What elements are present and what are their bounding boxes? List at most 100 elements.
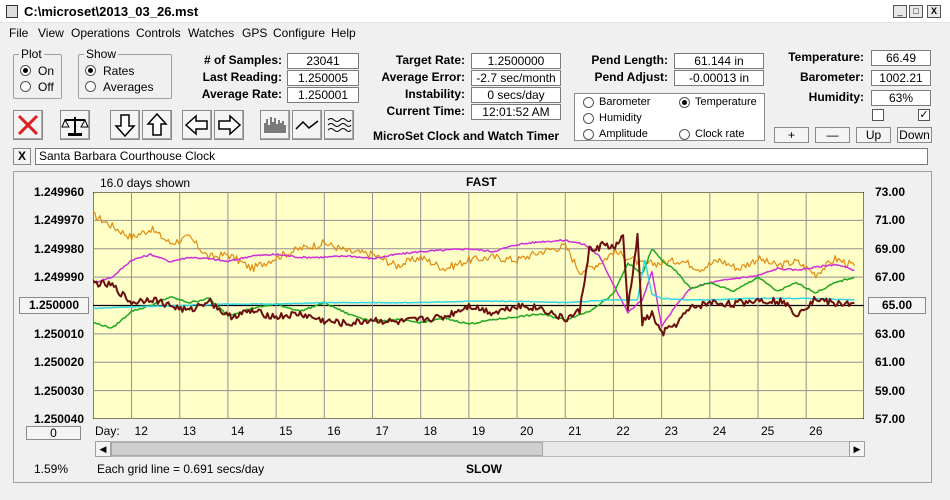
calibrate-button[interactable]: [60, 110, 90, 140]
average-error-label: Average Error:: [381, 70, 465, 84]
y-right-tick: 69.00: [875, 242, 906, 256]
fast-label: FAST: [466, 175, 497, 189]
zero-button[interactable]: 0: [26, 426, 81, 440]
menu-configure[interactable]: Configure: [273, 26, 326, 40]
arrow-up-button[interactable]: [142, 110, 172, 140]
x-tick-label: 25: [760, 424, 775, 438]
pend-length-field[interactable]: 61.144 in: [674, 53, 764, 69]
y-right-tick: 67.00: [875, 270, 906, 284]
x-tick-label: 26: [809, 424, 823, 438]
x-tick-label: 24: [712, 424, 727, 438]
x-tick-label: 18: [423, 424, 438, 438]
histogram-icon: [264, 117, 286, 133]
samples-label: # of Samples:: [203, 53, 282, 67]
menu-file[interactable]: File: [9, 26, 29, 40]
waves-icon: [327, 118, 352, 132]
aux-clock-rate-radio[interactable]: [679, 129, 690, 140]
scroll-thumb[interactable]: [111, 442, 543, 456]
x-tick-label: 20: [520, 424, 534, 438]
aux-down-button[interactable]: Down: [897, 127, 932, 143]
aux-up-button[interactable]: Up: [856, 127, 891, 143]
histogram-view-button[interactable]: [260, 110, 290, 140]
plot-on-label: On: [38, 64, 55, 78]
scroll-right-icon[interactable]: ▶: [849, 441, 865, 457]
grid-note: Each grid line = 0.691 secs/day: [97, 462, 265, 476]
arrow-down-button[interactable]: [110, 110, 140, 140]
y-right-tick: 61.00: [875, 355, 906, 369]
line-view-button[interactable]: [292, 110, 322, 140]
aux-amplitude-label: Amplitude: [599, 128, 648, 140]
arrow-down-icon: [114, 114, 136, 138]
x-axis: 12 13 14 15 16 17 18 19 20 21 22 23 24 25 26: [0, 424, 950, 440]
x-tick-label: 17: [375, 424, 389, 438]
aux-humidity-radio[interactable]: [583, 113, 594, 124]
last-reading-field: 1.250005: [287, 70, 359, 86]
target-rate-label: Target Rate:: [395, 53, 465, 67]
target-rate-field[interactable]: 1.2500000: [471, 53, 561, 69]
close-button[interactable]: X: [927, 5, 941, 18]
aux-barometer-radio[interactable]: [583, 97, 594, 108]
menu-help[interactable]: Help: [331, 26, 356, 40]
app-caption: MicroSet Clock and Watch Timer: [373, 129, 560, 143]
menu-gps[interactable]: GPS: [242, 26, 268, 40]
y-right-tick: 57.00: [875, 412, 906, 426]
x-tick-label: 15: [279, 424, 293, 438]
y-right-tick: 73.00: [875, 185, 906, 199]
arrow-left-button[interactable]: [182, 110, 212, 140]
waves-view-button[interactable]: [324, 110, 354, 140]
humidity-label: Humidity:: [808, 90, 864, 104]
clear-name-button[interactable]: X: [13, 148, 31, 165]
series-barometer: [93, 211, 855, 279]
show-rates-label: Rates: [103, 64, 135, 78]
arrow-right-button[interactable]: [214, 110, 244, 140]
x-tick-label: 23: [664, 424, 678, 438]
aux-humidity-label: Humidity: [599, 112, 642, 124]
show-group-title: Show: [84, 47, 119, 61]
barometer-field: 1002.21: [871, 70, 931, 86]
plot-off-radio[interactable]: [20, 81, 31, 92]
menu-watches[interactable]: Watches: [188, 26, 235, 40]
average-error-field: -2.7 sec/month: [471, 70, 561, 86]
current-time-field: 12:01:52 AM: [471, 104, 561, 120]
aux-minus-button[interactable]: —: [815, 127, 850, 143]
y-right-tick: 63.00: [875, 327, 906, 341]
x-tick-label: 12: [134, 424, 148, 438]
show-averages-radio[interactable]: [85, 81, 96, 92]
scroll-left-icon[interactable]: ◀: [95, 441, 111, 457]
day-axis-label: Day:: [95, 424, 120, 438]
aux-clock-rate-label: Clock rate: [695, 128, 745, 140]
pend-adjust-field[interactable]: -0.00013 in: [674, 70, 764, 86]
menu-view[interactable]: View: [38, 26, 64, 40]
maximize-button[interactable]: □: [909, 5, 923, 18]
series-amplitude: [93, 259, 855, 310]
scale-icon: [61, 117, 89, 136]
y-left-tick: 1.249990: [33, 270, 84, 284]
aux-barometer-label: Barometer: [599, 96, 651, 108]
left-center-button[interactable]: 1.250000: [19, 297, 89, 314]
clear-data-button[interactable]: [13, 110, 43, 140]
plot-on-radio[interactable]: [20, 65, 31, 76]
aux-amplitude-radio[interactable]: [583, 129, 594, 140]
line-graph-icon: [295, 120, 319, 130]
clock-name-input[interactable]: Santa Barbara Courthouse Clock: [35, 148, 928, 165]
aux-temperature-radio[interactable]: [679, 97, 690, 108]
aux-checkbox-2[interactable]: ✓: [918, 109, 930, 121]
aux-checkbox-1[interactable]: [872, 109, 884, 121]
minimize-button[interactable]: _: [893, 5, 907, 18]
menu-operations[interactable]: Operations: [71, 26, 130, 40]
clear-x-icon: [17, 114, 39, 136]
slow-label: SLOW: [466, 462, 502, 476]
show-group: [78, 54, 172, 99]
show-rates-radio[interactable]: [85, 65, 96, 76]
menu-controls[interactable]: Controls: [136, 26, 181, 40]
x-tick-label: 16: [327, 424, 341, 438]
arrow-right-icon: [218, 114, 242, 136]
aux-plus-button[interactable]: +: [774, 127, 809, 143]
humidity-field: 63%: [871, 90, 931, 106]
temperature-label: Temperature:: [788, 50, 864, 64]
samples-field: 23041: [287, 53, 359, 69]
instability-label: Instability:: [404, 87, 465, 101]
right-center-button[interactable]: 65.00: [868, 297, 926, 314]
percent-label: 1.59%: [34, 462, 69, 476]
plot-area[interactable]: [93, 192, 864, 419]
